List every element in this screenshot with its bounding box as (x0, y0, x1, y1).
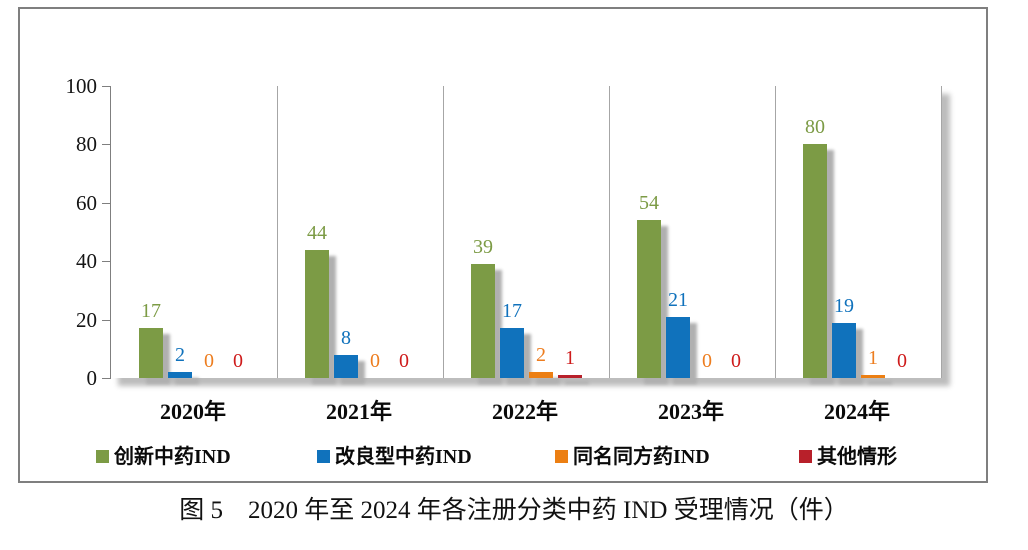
figure-caption: 图 5 2020 年至 2024 年各注册分类中药 IND 受理情况（件） (179, 497, 849, 524)
bar-value-label: 39 (473, 236, 493, 258)
bar-value-label: 0 (233, 350, 243, 372)
plot-area: 17 2 0 0 44 8 0 0 39 17 2 1 54 21 0 0 80 19 1 0 (102, 86, 942, 379)
bar-改良型中药IND (832, 323, 856, 378)
bar-value-label: 0 (731, 350, 741, 372)
legend-swatch-icon (96, 450, 109, 463)
bar-value-label: 54 (639, 192, 659, 214)
x-axis-label: 2021年 (325, 399, 392, 424)
bar-value-label: 17 (141, 300, 161, 322)
bar-value-label: 44 (307, 222, 327, 244)
bar-其他情形 (558, 375, 582, 378)
bar-value-label: 0 (399, 350, 409, 372)
bar-改良型中药IND (334, 355, 358, 378)
bar-value-label: 8 (341, 327, 351, 349)
bar-改良型中药IND (500, 328, 524, 378)
bar-value-label: 1 (565, 347, 575, 369)
y-axis-tick (102, 378, 111, 379)
bar-value-label: 0 (370, 350, 380, 372)
bar-value-label: 0 (897, 350, 907, 372)
x-axis-label: 2020年 (159, 399, 226, 424)
legend-label: 改良型中药IND (335, 446, 472, 468)
y-axis-label: 80 (76, 132, 97, 156)
bar-value-label: 0 (204, 350, 214, 372)
bar-value-label: 19 (834, 295, 854, 317)
bar-创新中药IND (803, 144, 827, 378)
category-separator-line (277, 86, 278, 378)
x-axis-label: 2023年 (657, 399, 724, 424)
bar-value-label: 17 (502, 300, 522, 322)
bar-改良型中药IND (666, 317, 690, 378)
y-axis-label: 60 (76, 191, 97, 215)
bar-创新中药IND (637, 220, 661, 378)
legend-swatch-icon (799, 450, 812, 463)
category-separator-line (609, 86, 610, 378)
legend-swatch-icon (555, 450, 568, 463)
y-axis-label: 0 (86, 366, 98, 390)
x-axis-label: 2024年 (823, 399, 890, 424)
bar-value-label: 1 (868, 347, 878, 369)
y-axis-label: 20 (76, 308, 97, 332)
legend-label: 其他情形 (817, 446, 897, 468)
legend-label: 创新中药IND (114, 446, 231, 468)
bar-创新中药IND (139, 328, 163, 378)
bar-创新中药IND (471, 264, 495, 378)
bar-同名同方药IND (861, 375, 885, 378)
y-axis-tick (102, 144, 111, 145)
bar-value-label: 80 (805, 116, 825, 138)
bar-改良型中药IND (168, 372, 192, 378)
x-axis-label: 2022年 (491, 399, 558, 424)
bar-value-label: 21 (668, 289, 688, 311)
bar-同名同方药IND (529, 372, 553, 378)
legend-label: 同名同方药IND (573, 446, 710, 468)
legend-swatch-icon (317, 450, 330, 463)
y-axis-tick (102, 320, 111, 321)
y-axis-tick (102, 86, 111, 87)
y-axis-label: 40 (76, 249, 97, 273)
bar-创新中药IND (305, 250, 329, 378)
y-axis-label: 100 (65, 74, 98, 98)
bar-value-label: 0 (702, 350, 712, 372)
y-axis-tick (102, 203, 111, 204)
bar-value-label: 2 (536, 344, 546, 366)
category-separator-line (775, 86, 776, 378)
y-axis-tick (102, 261, 111, 262)
category-separator-line (443, 86, 444, 378)
bar-value-label: 2 (175, 344, 185, 366)
